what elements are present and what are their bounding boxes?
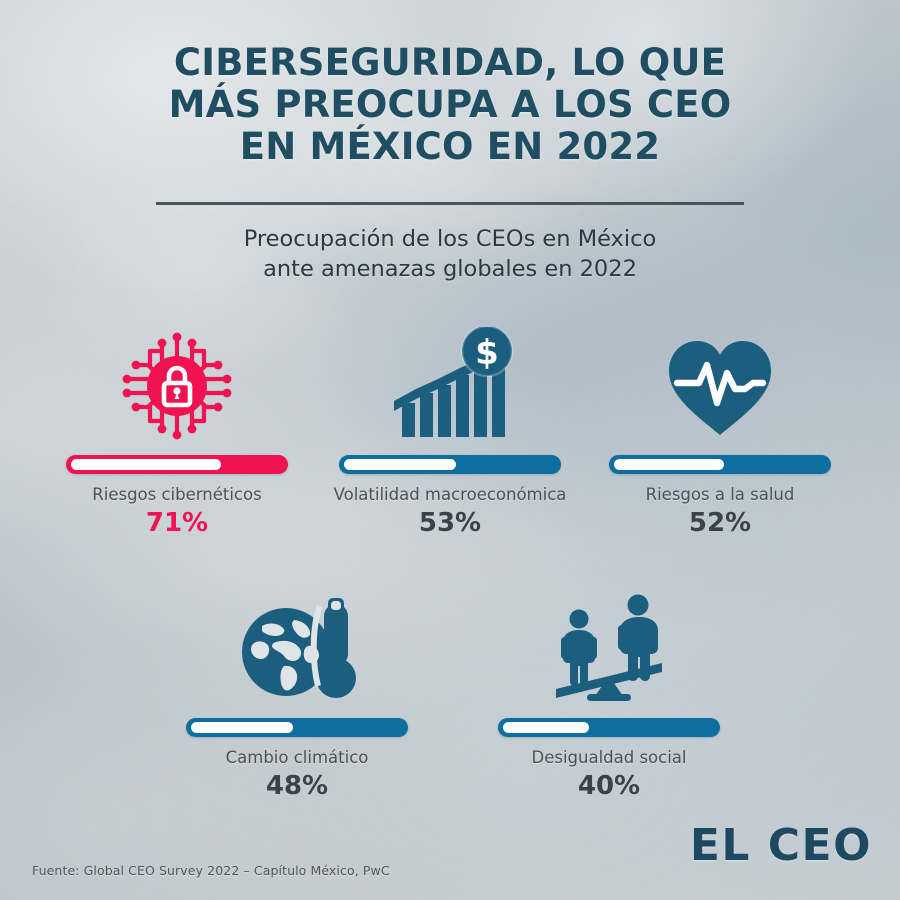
- progress-bar-fill: [344, 459, 456, 470]
- stat-value: 52%: [688, 507, 752, 538]
- progress-bar-fill: [71, 459, 221, 470]
- progress-bar-cambio-climatico: [186, 718, 408, 737]
- seesaw-inequality-icon: [489, 590, 729, 708]
- stat-card-riesgos-ciberneticos: Riesgos cibernéticos 71%: [57, 327, 297, 539]
- progress-bar-fill: [503, 722, 589, 733]
- brand-logo: EL CEO: [689, 820, 872, 871]
- title-divider: [156, 202, 744, 205]
- stat-label: Riesgos a la salud: [645, 485, 795, 504]
- stat-value: 40%: [577, 770, 641, 801]
- stat-card-cambio-climatico: Cambio climático 48%: [177, 590, 417, 802]
- page-title-line-2: MÁS PREOCUPA A LOS CEO: [168, 82, 732, 126]
- source-note: Fuente: Global CEO Survey 2022 – Capítul…: [32, 863, 390, 878]
- progress-bar-volatilidad-macroeconomica: [339, 455, 561, 474]
- stat-card-volatilidad-macroeconomica: $ Volatilidad macroeconómica 53%: [330, 327, 570, 539]
- stat-card-riesgos-salud: Riesgos a la salud 52%: [600, 327, 840, 539]
- stat-value: 71%: [145, 507, 209, 538]
- progress-bar-riesgos-salud: [609, 455, 831, 474]
- stat-label: Volatilidad macroeconómica: [333, 485, 567, 504]
- page-subtitle: Preocupación de los CEOs en México ante …: [0, 225, 900, 284]
- progress-bar-fill: [614, 459, 724, 470]
- growth-chart-dollar-icon: $: [330, 327, 570, 445]
- globe-thermometer-icon: [177, 590, 417, 708]
- progress-bar-fill: [191, 722, 293, 733]
- heart-pulse-icon: [600, 327, 840, 445]
- stat-label: Desigualdad social: [531, 748, 687, 767]
- stat-card-desigualdad-social: Desigualdad social 40%: [489, 590, 729, 802]
- stat-label: Cambio climático: [225, 748, 369, 767]
- page-title-line-3: EN MÉXICO EN 2022: [239, 124, 661, 168]
- page-subtitle-line-2: ante amenazas globales en 2022: [263, 255, 637, 282]
- page-title-line-1: CIBERSEGURIDAD, LO QUE: [173, 41, 727, 84]
- progress-bar-riesgos-ciberneticos: [66, 455, 288, 474]
- page-title: CIBERSEGURIDAD, LO QUE MÁS PREOCUPA A LO…: [0, 42, 900, 167]
- svg-text:$: $: [475, 333, 499, 373]
- page-subtitle-line-1: Preocupación de los CEOs en México: [243, 226, 657, 252]
- stat-value: 48%: [265, 770, 329, 801]
- progress-bar-desigualdad-social: [498, 718, 720, 737]
- cyber-lock-icon: [57, 327, 297, 445]
- stat-label: Riesgos cibernéticos: [92, 485, 262, 504]
- stat-value: 53%: [418, 507, 482, 538]
